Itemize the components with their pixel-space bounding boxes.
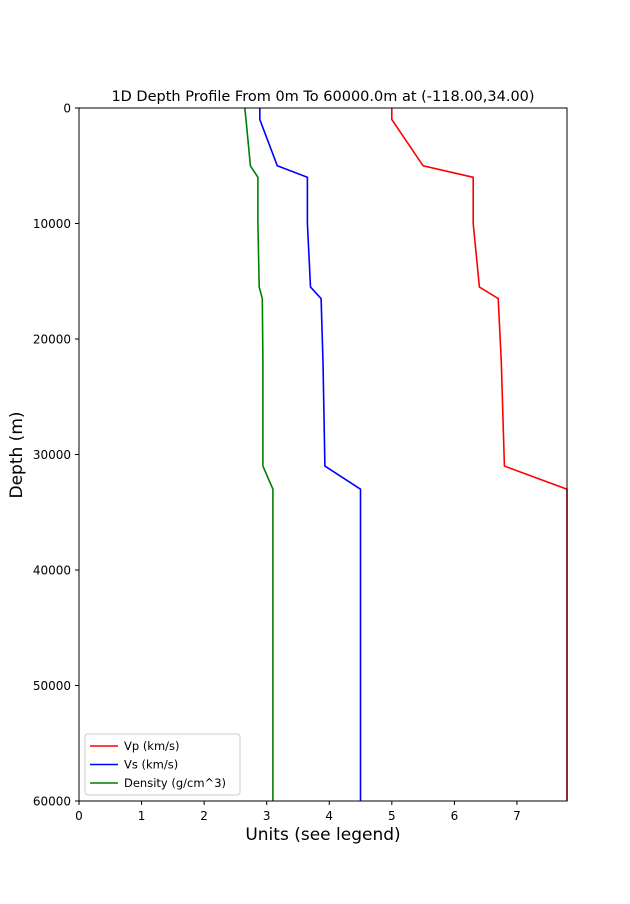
legend: Vp (km/s) Vs (km/s) Density (g/cm^3): [84, 733, 241, 796]
plot-frame: [78, 107, 568, 802]
y-tick-label: 10000: [33, 217, 71, 231]
legend-label: Vp (km/s): [124, 739, 180, 753]
y-tick-label: 0: [63, 102, 71, 116]
x-tick-label: 3: [263, 809, 271, 823]
y-axis-label: Depth (m): [7, 411, 27, 498]
series-line-1: [258, 108, 362, 801]
x-tick-label: 2: [200, 809, 208, 823]
x-tick-label: 1: [138, 809, 146, 823]
x-axis-label: Units (see legend): [245, 825, 400, 845]
legend-label: Density (g/cm^3): [124, 776, 226, 790]
y-tick-label: 60000: [33, 795, 71, 809]
legend-box: [84, 733, 241, 796]
y-tick-label: 50000: [33, 679, 71, 693]
series-line-0: [390, 108, 568, 801]
x-tick-label: 7: [513, 809, 521, 823]
x-tick-label: 4: [325, 809, 333, 823]
chart-title: 1D Depth Profile From 0m To 60000.0m at …: [111, 89, 534, 105]
x-tick-label: 5: [388, 809, 396, 823]
y-tick-label: 40000: [33, 564, 71, 578]
series-line-2: [244, 107, 274, 801]
x-tick-label: 6: [451, 809, 459, 823]
y-tick-label: 20000: [33, 333, 71, 347]
y-tick-label: 30000: [33, 448, 71, 462]
x-tick-label: 0: [75, 809, 83, 823]
legend-label: Vs (km/s): [124, 758, 178, 772]
